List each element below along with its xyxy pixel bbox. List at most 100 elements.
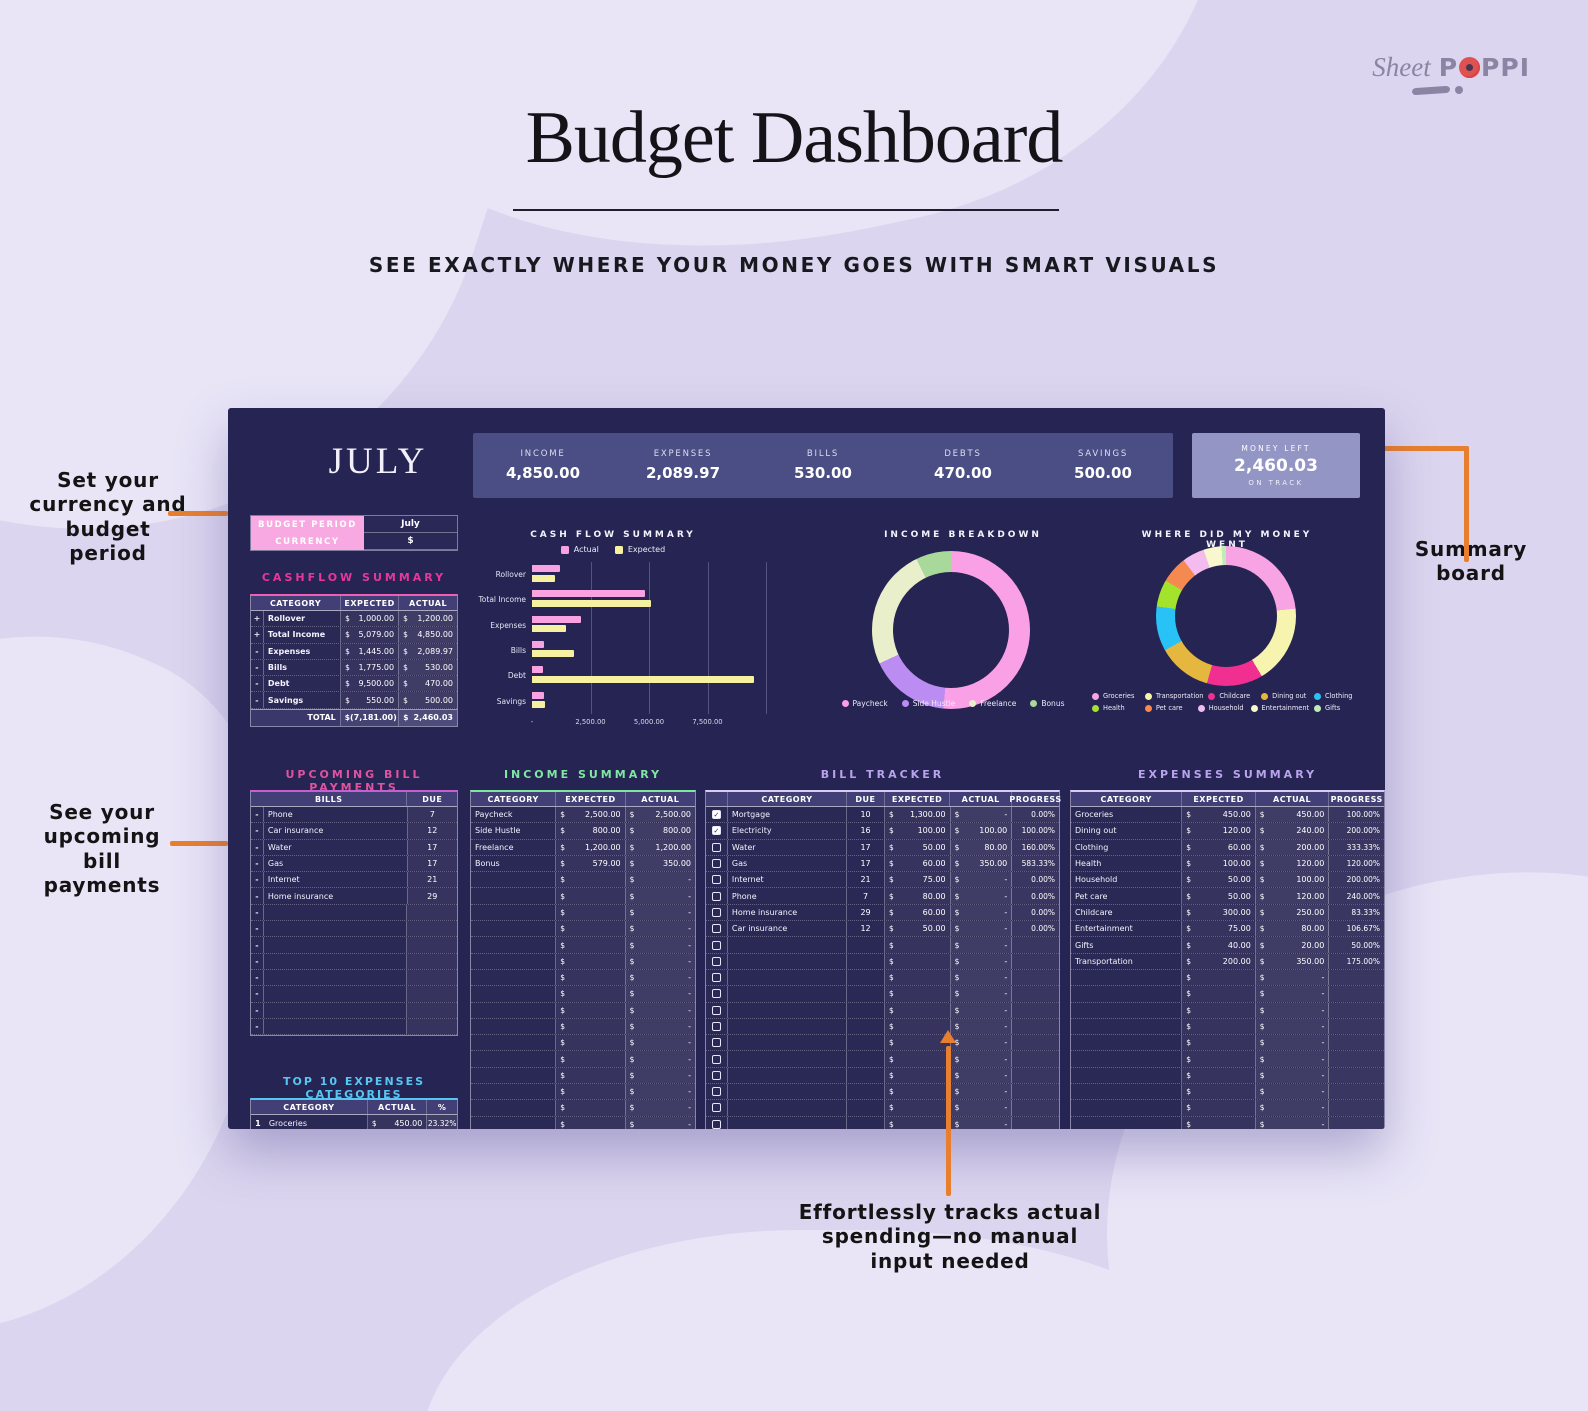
category-cell: Transportation bbox=[1071, 953, 1183, 969]
progress-cell bbox=[1012, 1100, 1059, 1116]
amount: 1,200.00 bbox=[585, 842, 621, 852]
checkbox[interactable] bbox=[711, 1103, 721, 1113]
currency-symbol: $ bbox=[560, 1103, 566, 1113]
checkbox[interactable] bbox=[711, 1070, 721, 1080]
checkbox[interactable] bbox=[711, 1054, 721, 1064]
amount: - bbox=[688, 1103, 691, 1113]
checkbox[interactable]: ✓ bbox=[711, 810, 721, 820]
category-cell: Home insurance bbox=[728, 904, 848, 921]
expected-cell: $ bbox=[884, 1084, 951, 1100]
currency-symbol: $ bbox=[560, 891, 566, 901]
expected-cell: $300.00 bbox=[1182, 904, 1256, 921]
table-row: - Internet 21 bbox=[251, 872, 457, 889]
currency-symbol: $ bbox=[1186, 989, 1192, 999]
checkbox[interactable] bbox=[711, 859, 721, 869]
table-header: CATEGORY ACTUAL% bbox=[251, 1100, 457, 1115]
checkbox[interactable] bbox=[711, 989, 721, 999]
percent-cell: 23.32% bbox=[427, 1115, 458, 1129]
spending-donut-chart bbox=[1156, 546, 1296, 686]
sign-cell: - bbox=[251, 986, 264, 1002]
progress-cell bbox=[1012, 1018, 1059, 1035]
table-row: - bbox=[251, 986, 457, 1003]
actual-cell: $80.00 bbox=[950, 839, 1013, 855]
table-row: - Gas 17 bbox=[251, 855, 457, 873]
actual-cell: $80.00 bbox=[1255, 921, 1330, 937]
checkbox-cell bbox=[706, 839, 728, 855]
table-row: - Home insurance 29 bbox=[251, 888, 457, 905]
expected-cell: $ bbox=[556, 904, 626, 921]
checkbox[interactable] bbox=[711, 842, 721, 852]
expected-cell: $800.00 bbox=[556, 823, 626, 839]
category-cell bbox=[728, 1035, 848, 1051]
checkbox[interactable] bbox=[711, 1038, 721, 1048]
expected-cell: $ bbox=[556, 1067, 626, 1084]
progress-cell bbox=[1329, 1018, 1384, 1035]
checkbox[interactable] bbox=[711, 956, 721, 966]
currency-symbol: $ bbox=[1186, 1054, 1192, 1064]
category-cell: Total Income bbox=[264, 627, 342, 643]
table-row: + Total Income $5,079.00 $4,850.00 bbox=[251, 627, 457, 644]
expected-cell: $ bbox=[1182, 969, 1256, 986]
amount: 450.00 bbox=[1296, 810, 1325, 820]
checkbox[interactable] bbox=[711, 1119, 721, 1129]
actual-cell: $1,200.00 bbox=[625, 839, 695, 855]
category-cell: Debt bbox=[264, 676, 342, 692]
category-cell bbox=[471, 888, 557, 904]
due-cell bbox=[847, 953, 885, 969]
actual-cell: $240.00 bbox=[1255, 823, 1330, 839]
checkbox-cell bbox=[706, 872, 728, 888]
legend-dot bbox=[1030, 700, 1038, 707]
table-row: $ $ - bbox=[471, 986, 695, 1003]
bar-group: Savings bbox=[497, 689, 766, 714]
expected-cell: $ bbox=[556, 1002, 626, 1018]
amount: 1,200.00 bbox=[655, 842, 691, 852]
upcoming-bills-table: BILLS DUE - Phone 7- Car insurance 12- Water 17-… bbox=[250, 790, 458, 1037]
table-row: Bonus $579.00 $350.00 bbox=[471, 855, 695, 873]
actual-cell: $ - bbox=[950, 1002, 1013, 1018]
cashflow-bar-chart: Rollover Total Income Expenses Bills Debt Sav… bbox=[479, 562, 767, 714]
legend-label: Entertainment bbox=[1261, 704, 1310, 712]
bar-group: Rollover bbox=[496, 562, 766, 587]
header-cell: ACTUAL bbox=[368, 1100, 428, 1114]
checkbox[interactable] bbox=[711, 875, 721, 885]
amount: - bbox=[1004, 1103, 1008, 1113]
header-cell: ACTUAL bbox=[409, 598, 448, 608]
currency-symbol: $ bbox=[954, 1022, 960, 1031]
table-row: - Phone 7 bbox=[251, 807, 457, 824]
category-cell: Freelance bbox=[471, 839, 557, 855]
progress-cell: 200.00% bbox=[1329, 872, 1384, 888]
checkbox[interactable] bbox=[711, 940, 721, 950]
checkbox[interactable] bbox=[711, 1005, 721, 1015]
table-row: $ $ - bbox=[471, 1116, 695, 1129]
checkbox[interactable] bbox=[711, 973, 721, 983]
actual-cell: $500.00 bbox=[399, 692, 457, 708]
checkbox[interactable]: ✓ bbox=[711, 826, 721, 836]
actual-cell: $2,500.00 bbox=[625, 807, 695, 823]
checkbox[interactable] bbox=[711, 1087, 721, 1097]
actual-cell: $1,200.00 bbox=[399, 611, 457, 627]
currency-symbol: $ bbox=[888, 891, 894, 901]
table-header: CATEGORY EXPECTED ACTUAL bbox=[471, 792, 695, 807]
table-row: Health $100.00 $120.00 120.00% bbox=[1071, 855, 1384, 873]
expected-cell: $ bbox=[556, 888, 626, 904]
bill-name-cell: Water bbox=[264, 839, 408, 855]
checkbox[interactable] bbox=[711, 891, 721, 901]
table-row: - bbox=[251, 953, 457, 970]
category-cell: Groceries bbox=[265, 1115, 368, 1129]
checkbox[interactable] bbox=[711, 907, 721, 917]
checkbox[interactable] bbox=[711, 924, 721, 934]
currency-symbol: $ bbox=[629, 907, 635, 917]
actual-cell: $2,089.97 bbox=[399, 643, 457, 659]
currency-symbol: $ bbox=[1186, 907, 1192, 917]
progress-cell: 0.00% bbox=[1012, 872, 1059, 888]
currency-symbol: $ bbox=[888, 989, 894, 999]
header-cell: DUE bbox=[847, 792, 885, 806]
currency-symbol: $ bbox=[888, 924, 894, 934]
cashflow-summary-title: CASHFLOW SUMMARY bbox=[261, 571, 447, 584]
category-cell bbox=[471, 904, 557, 921]
settings-value-cell[interactable]: $ bbox=[363, 533, 457, 550]
checkbox[interactable] bbox=[711, 1022, 721, 1031]
settings-value-cell[interactable]: July bbox=[363, 516, 457, 533]
bar-category-label: Savings bbox=[496, 696, 526, 706]
amount: 120.00 bbox=[1222, 826, 1251, 836]
